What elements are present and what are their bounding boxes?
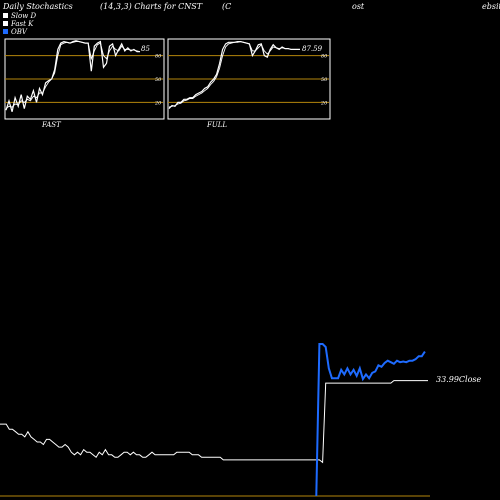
legend-fast-k: Fast K bbox=[3, 20, 33, 29]
obv-panel: 33.99Close bbox=[0, 343, 482, 497]
full-current-value: 87.59 bbox=[302, 45, 323, 53]
legend-slow-d: Slow D bbox=[3, 12, 36, 21]
close-value: 33.99 bbox=[436, 375, 459, 384]
legend-swatch-slow-d bbox=[3, 13, 8, 18]
full-level-label-50: 50 bbox=[321, 77, 328, 83]
chart-header: Daily Stochastics (14,3,3) Charts for CN… bbox=[0, 0, 500, 36]
obv-series-line bbox=[315, 343, 426, 497]
full-series-full-k bbox=[168, 40, 300, 110]
close-label-suffix: Close bbox=[459, 375, 482, 384]
chart-title-ost: ost bbox=[352, 2, 365, 11]
fast-level-label-20: 20 bbox=[154, 100, 162, 106]
full-level-label-20: 20 bbox=[320, 100, 328, 106]
legend-swatch-obv bbox=[3, 29, 8, 34]
legend-label-fast-k: Fast K bbox=[11, 20, 34, 28]
legend-label-obv: OBV bbox=[11, 28, 27, 36]
chart-title-left: Daily Stochastics bbox=[3, 2, 73, 11]
full-level-label-80: 80 bbox=[321, 54, 328, 60]
legend-obv: OBV bbox=[3, 28, 27, 37]
close-value-label: 33.99Close bbox=[436, 375, 482, 384]
fast-panel: 80 50 20 85 FAST bbox=[4, 38, 165, 129]
fast-level-label-50: 50 bbox=[155, 77, 162, 83]
chart-title-mid: (14,3,3) Charts for CNST bbox=[100, 2, 203, 11]
chart-title-c: (C bbox=[222, 2, 232, 11]
fast-level-label-80: 80 bbox=[155, 54, 162, 60]
fast-current-value: 85 bbox=[141, 45, 150, 53]
close-series-line bbox=[0, 380, 428, 464]
full-panel: 80 50 20 87.59 FULL bbox=[167, 38, 331, 129]
fast-series-fast-k bbox=[5, 40, 140, 112]
fast-series-slow-d bbox=[5, 41, 141, 109]
legend-swatch-fast-k bbox=[3, 21, 8, 26]
legend-label-slow-d: Slow D bbox=[11, 12, 37, 20]
full-panel-caption: FULL bbox=[206, 121, 227, 129]
chart-title-right: ebsit bbox=[482, 2, 500, 11]
full-series-full-d bbox=[168, 41, 300, 108]
fast-panel-caption: FAST bbox=[41, 121, 62, 129]
